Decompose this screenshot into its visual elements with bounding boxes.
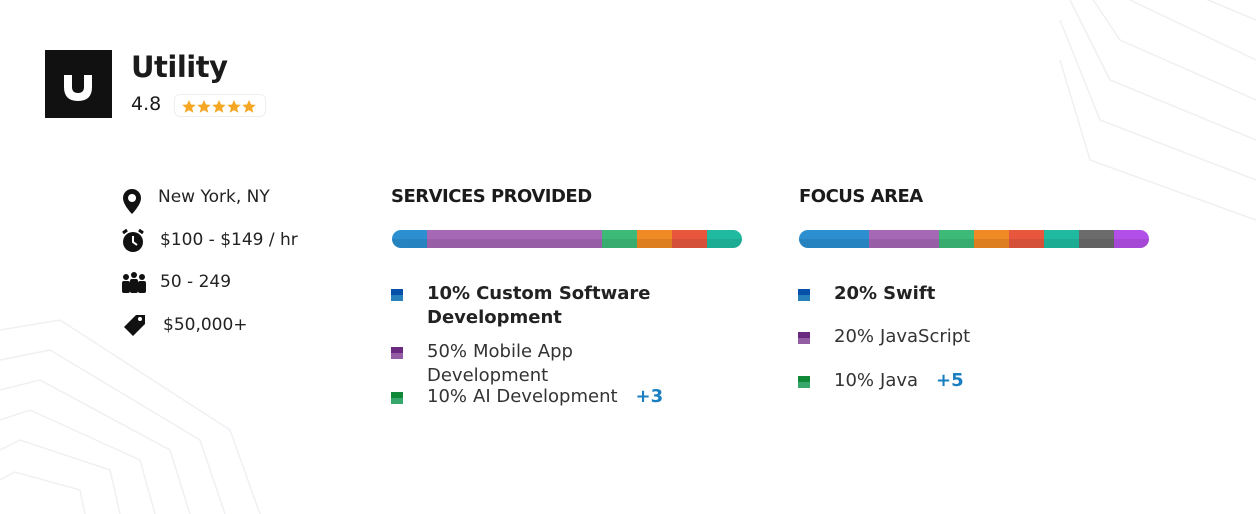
legend-percent: 10% [427,386,468,407]
services-title: SERVICES PROVIDED [391,186,592,207]
more-link[interactable]: +3 [635,386,664,407]
bar-shade [392,239,742,248]
stars [174,94,266,117]
bar-segment [1044,230,1079,248]
legend-percent: 20% [834,283,878,304]
bar-segment [939,230,974,248]
bar-segment [392,230,427,248]
bar-segment [869,230,939,248]
hourly-rate: $100 - $149 / hr [160,230,298,250]
company-name: Utility [131,50,228,84]
bar-segment [974,230,1009,248]
legend-percent: 10% [834,370,875,391]
min-project: $50,000+ [163,315,248,335]
services-bar [392,230,742,248]
legend-item: 10% AI Development +3 [427,385,667,409]
bar-segment [602,230,637,248]
bar-segment [1079,230,1114,248]
focus-title: FOCUS AREA [799,186,923,207]
bar-segment [637,230,672,248]
info-icons [122,189,146,336]
legend-swatch [391,289,403,301]
legend-name: AI Development [473,386,618,407]
bar-segment [1009,230,1044,248]
legend-swatch [391,392,403,404]
logo [45,50,112,118]
logo-mark [64,75,92,101]
bar-segment [799,230,869,248]
employees: 50 - 249 [160,272,232,292]
legend-name: Custom Software Development [427,283,651,328]
focus-bar [799,230,1149,248]
legend-swatch [798,376,810,388]
bar-segment [707,230,742,248]
stars-icon [182,100,256,113]
bar-segment [672,230,707,248]
legend-name: Java [880,370,919,391]
legend-name: JavaScript [880,326,971,347]
bar-segment [427,230,602,248]
legend-percent: 50% [427,341,468,362]
legend-percent: 10% [427,283,471,304]
legend-name: Mobile App Development [427,341,573,386]
segments [799,230,1149,248]
bar-segment [1114,230,1149,248]
legend-item: 10% Custom Software Development [427,282,667,330]
legend-item: 20% JavaScript [834,325,1094,349]
legend-swatch [798,332,810,344]
bar-shade [799,239,1149,248]
legend-item: 10% Java +5 [834,369,1094,393]
location: New York, NY [158,187,270,207]
legend-swatch [798,289,810,301]
legend-percent: 20% [834,326,875,347]
legend-item: 20% Swift [834,282,1094,306]
rating: 4.8 [131,93,162,115]
legend-item: 50% Mobile App Development [427,340,667,388]
legend-swatch [391,347,403,359]
legend-name: Swift [883,283,936,304]
more-link[interactable]: +5 [936,370,964,391]
segments [392,230,742,248]
